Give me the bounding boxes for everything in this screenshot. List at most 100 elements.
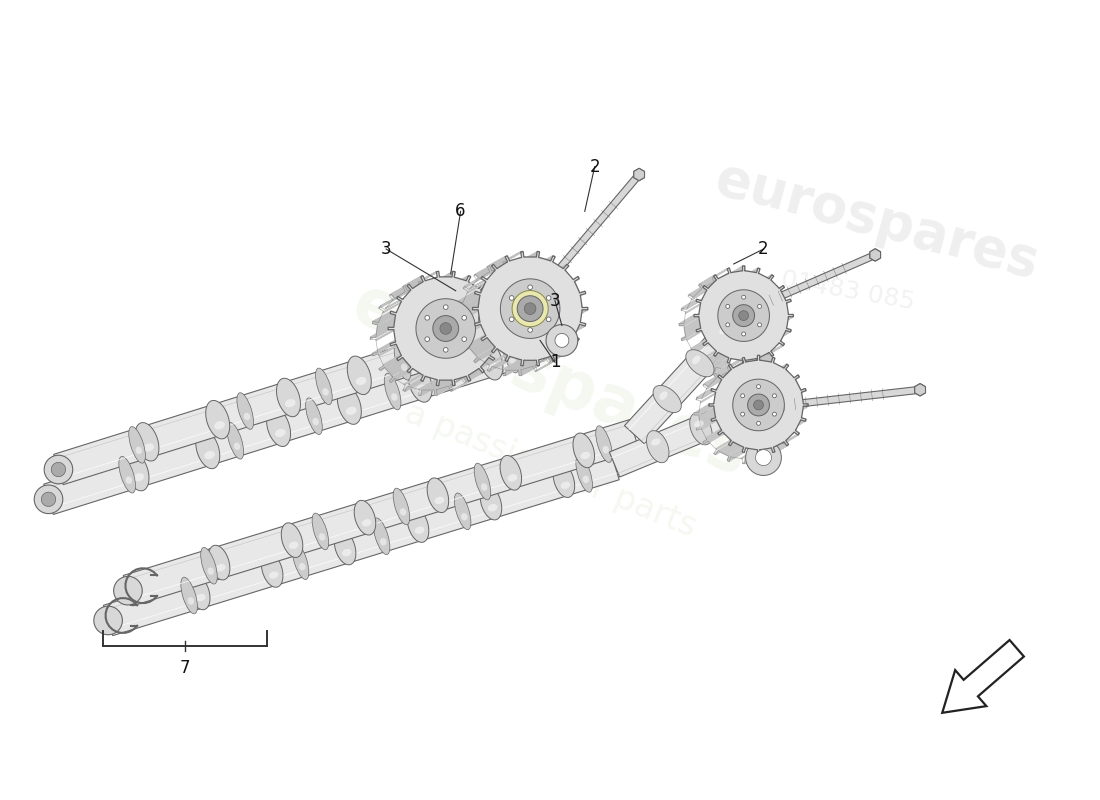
Polygon shape xyxy=(378,345,397,356)
Circle shape xyxy=(443,347,448,352)
Circle shape xyxy=(462,337,466,342)
Text: 1: 1 xyxy=(550,354,560,371)
Polygon shape xyxy=(727,358,742,367)
Ellipse shape xyxy=(244,413,250,420)
Circle shape xyxy=(726,305,729,308)
Polygon shape xyxy=(771,330,785,340)
Polygon shape xyxy=(769,442,786,454)
Polygon shape xyxy=(698,276,716,289)
Polygon shape xyxy=(561,339,579,350)
Polygon shape xyxy=(562,320,581,331)
Ellipse shape xyxy=(316,368,332,405)
Polygon shape xyxy=(694,343,710,353)
Ellipse shape xyxy=(434,497,444,504)
Circle shape xyxy=(528,285,532,290)
Ellipse shape xyxy=(312,418,319,426)
Polygon shape xyxy=(727,363,742,372)
Ellipse shape xyxy=(481,486,502,520)
Ellipse shape xyxy=(354,500,376,535)
Polygon shape xyxy=(702,420,717,430)
Polygon shape xyxy=(465,372,483,382)
Polygon shape xyxy=(696,418,716,428)
Circle shape xyxy=(726,323,729,326)
Text: 3: 3 xyxy=(550,292,560,310)
Polygon shape xyxy=(544,349,563,359)
Polygon shape xyxy=(419,386,438,395)
Polygon shape xyxy=(392,284,412,298)
Polygon shape xyxy=(710,370,730,386)
Ellipse shape xyxy=(234,442,240,450)
Polygon shape xyxy=(705,354,727,366)
Polygon shape xyxy=(461,310,478,321)
Polygon shape xyxy=(537,361,556,370)
Ellipse shape xyxy=(427,354,437,363)
Ellipse shape xyxy=(312,513,329,550)
Polygon shape xyxy=(478,309,498,329)
Polygon shape xyxy=(702,389,717,398)
Polygon shape xyxy=(418,379,438,390)
Polygon shape xyxy=(706,429,722,438)
Polygon shape xyxy=(757,274,772,284)
Polygon shape xyxy=(379,296,398,306)
Polygon shape xyxy=(776,300,791,310)
Ellipse shape xyxy=(282,523,303,558)
Polygon shape xyxy=(44,455,73,484)
Polygon shape xyxy=(682,331,696,341)
Polygon shape xyxy=(625,306,754,444)
Ellipse shape xyxy=(507,474,517,482)
Ellipse shape xyxy=(289,542,298,549)
Polygon shape xyxy=(769,286,784,295)
Polygon shape xyxy=(689,286,704,296)
Polygon shape xyxy=(759,363,774,372)
Polygon shape xyxy=(758,276,773,285)
Polygon shape xyxy=(757,358,773,371)
Polygon shape xyxy=(747,360,770,370)
Polygon shape xyxy=(376,330,394,341)
Polygon shape xyxy=(785,389,805,399)
Polygon shape xyxy=(522,258,549,270)
Text: 3: 3 xyxy=(381,240,392,258)
Polygon shape xyxy=(766,339,781,350)
Polygon shape xyxy=(418,271,437,282)
Polygon shape xyxy=(405,381,422,391)
Ellipse shape xyxy=(135,446,142,454)
Polygon shape xyxy=(745,355,760,370)
Polygon shape xyxy=(463,339,482,350)
Polygon shape xyxy=(681,301,696,310)
Polygon shape xyxy=(554,279,573,290)
Polygon shape xyxy=(793,406,808,415)
Polygon shape xyxy=(758,355,773,365)
Polygon shape xyxy=(393,290,411,301)
Polygon shape xyxy=(386,359,409,376)
Polygon shape xyxy=(708,433,724,442)
Polygon shape xyxy=(758,452,774,462)
Ellipse shape xyxy=(503,336,519,373)
Polygon shape xyxy=(464,284,483,294)
Circle shape xyxy=(509,317,514,322)
Polygon shape xyxy=(780,377,800,389)
Polygon shape xyxy=(436,386,454,395)
Text: a passion for parts: a passion for parts xyxy=(399,396,701,543)
Polygon shape xyxy=(477,315,496,326)
Circle shape xyxy=(772,412,777,416)
Polygon shape xyxy=(487,257,507,272)
Ellipse shape xyxy=(487,504,497,511)
Polygon shape xyxy=(700,355,715,365)
Polygon shape xyxy=(471,339,494,356)
Polygon shape xyxy=(488,362,507,371)
Polygon shape xyxy=(471,298,488,310)
Polygon shape xyxy=(44,330,544,514)
Polygon shape xyxy=(776,331,791,341)
Polygon shape xyxy=(744,358,760,371)
Polygon shape xyxy=(377,340,396,351)
Text: 2: 2 xyxy=(590,158,600,176)
Polygon shape xyxy=(746,440,781,475)
Polygon shape xyxy=(696,390,711,400)
Polygon shape xyxy=(773,365,789,374)
Ellipse shape xyxy=(355,377,366,385)
Polygon shape xyxy=(696,420,712,430)
Polygon shape xyxy=(464,338,487,350)
Polygon shape xyxy=(704,434,719,444)
Circle shape xyxy=(525,303,536,314)
Polygon shape xyxy=(773,445,789,454)
